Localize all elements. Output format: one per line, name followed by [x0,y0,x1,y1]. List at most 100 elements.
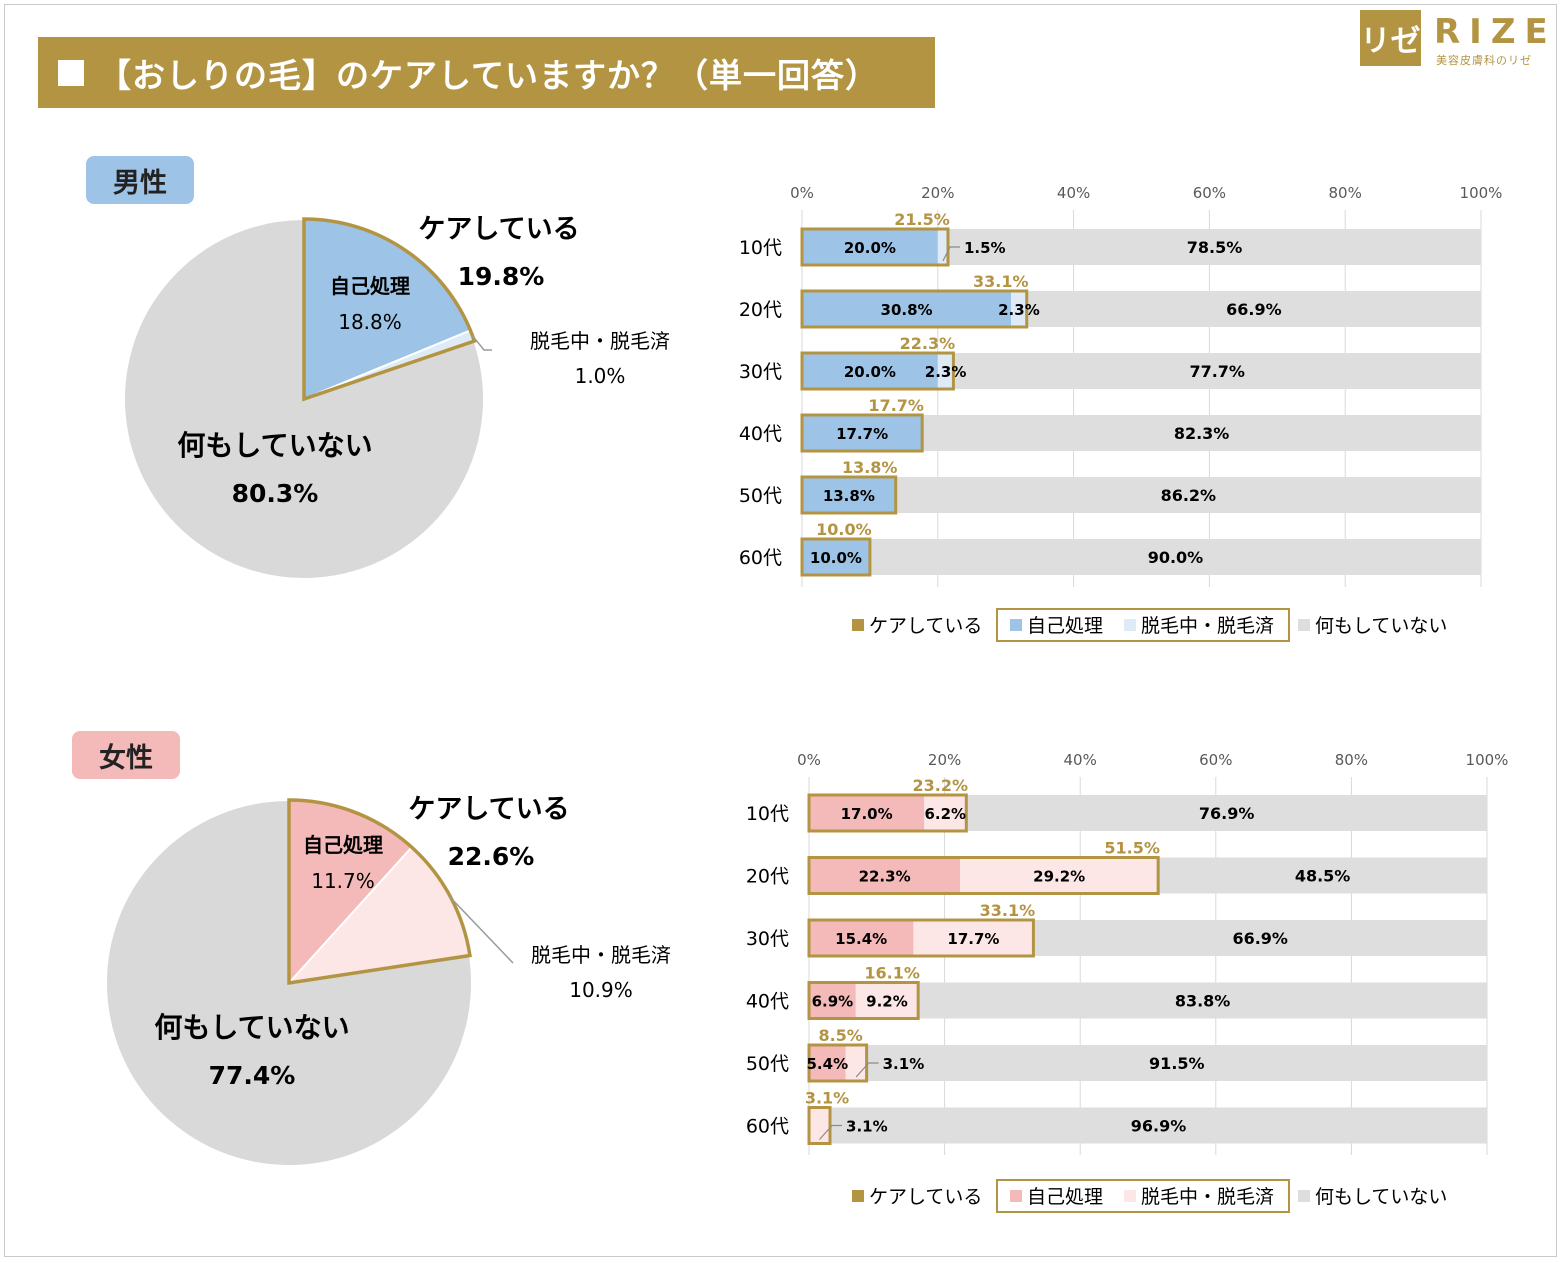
female-pie: 自己処理 11.7% ケアしている 22.6% 脱毛中・脱毛済 10.9% 何もしていない 7… [105,794,671,1167]
value-label-self: 22.3% [859,868,911,886]
category-label: 40代 [746,991,789,1013]
x-tick-label: 60% [1193,184,1226,202]
value-label-self: 20.0% [844,363,896,381]
bar-row-6: 60代 3.1% 96.9% 3.1% [746,1089,1487,1145]
pie-label-nothing: 何もしていない [177,429,372,462]
pie-label-nothing: 何もしていない [154,1011,349,1044]
pie-leader-line [449,896,514,964]
bar-care-outline [807,1106,832,1145]
leader-line [855,1062,879,1078]
legend-swatch [852,1190,864,1202]
bar-self [809,857,961,894]
page-title: 【おしりの毛】のケアしていますか？（単一回答） [98,55,880,95]
x-tick-label: 0% [797,751,821,769]
legend-care-box [996,608,1290,642]
value-label-self: 13.8% [823,487,875,505]
pie-value-nothing: 80.3% [232,479,319,508]
x-tick-label: 80% [1335,751,1368,769]
pie-care-outline [302,217,477,402]
bar-nothing [1033,920,1487,956]
bar-removal [845,1045,867,1081]
bar-removal [809,1107,831,1144]
category-label: 30代 [746,928,789,950]
bar-row-5: 50代 13.8% 86.2% 13.8% [739,458,1481,515]
bar-row-6: 60代 10.0% 90.0% 10.0% [739,520,1481,577]
outer-frame [4,4,1557,1257]
bar-care-outline [800,227,950,267]
bar-care-outline [800,351,955,391]
pie-value-nothing: 77.4% [209,1061,296,1090]
logo-word: RIZE [1434,12,1557,52]
value-label-nothing: 78.5% [1187,238,1243,257]
bar-removal [855,982,919,1019]
category-label: 30代 [739,361,782,383]
bar-care-outline [800,413,924,453]
bar-nothing [869,539,1481,575]
bar-care-outline [807,918,1035,958]
male-bar-chart: 0% 20% 40% 60% 80% 100% 10代 20.0% 1.5% 78.5% 21.5%… [739,184,1503,642]
care-total-label: 17.7% [868,396,924,415]
value-label-nothing: 48.5% [1295,867,1351,886]
bar-self [802,477,896,513]
bar-care-outline [800,537,872,577]
bar-care-outline [800,289,1029,329]
category-label: 60代 [739,547,782,569]
care-total-label: 3.1% [805,1089,849,1108]
square-icon [58,59,84,86]
category-label: 60代 [746,1116,789,1138]
legend-label: 何もしていない [1315,1186,1447,1208]
value-label-nothing: 82.3% [1174,424,1230,443]
bar-nothing [1158,857,1487,894]
title-bar: 【おしりの毛】のケアしていますか？（単一回答） [38,37,935,108]
value-label-nothing: 66.9% [1226,300,1282,319]
legend-swatch [1010,1190,1022,1202]
bar-nothing [1026,291,1481,327]
value-label-self: 20.0% [844,239,896,257]
bar-removal [913,920,1034,956]
x-tick-label: 20% [921,184,954,202]
legend-label: 自己処理 [1027,615,1103,637]
value-label-nothing: 86.2% [1161,486,1217,505]
value-label-removal: 29.2% [1033,868,1085,886]
care-total-label: 13.8% [842,458,898,477]
value-label-nothing: 91.5% [1149,1054,1205,1073]
bar-row-1: 10代 20.0% 1.5% 78.5% 21.5% [739,210,1481,267]
bar-removal [960,857,1159,894]
x-tick-label: 40% [1064,751,1097,769]
care-total-label: 23.2% [913,776,969,795]
logo-subtitle: 美容皮膚科のリゼ [1436,54,1532,67]
male-badge: 男性 [86,156,194,204]
value-label-removal: 1.5% [964,239,1006,257]
legend-care-box [996,1179,1290,1213]
rize-logo: リゼ RIZE 美容皮膚科のリゼ [1360,10,1560,70]
pie-label-removal: 脱毛中・脱毛済 [531,943,671,967]
pie-value-removal: 10.9% [569,978,633,1002]
care-total-label: 33.1% [973,272,1029,291]
bar-self [802,291,1012,327]
x-tick-label: 100% [1460,184,1503,202]
value-label-nothing: 77.7% [1189,362,1245,381]
pie-value-removal: 1.0% [575,364,626,388]
category-label: 40代 [739,423,782,445]
bar-care-outline [807,1043,869,1083]
value-label-removal: 3.1% [883,1055,925,1073]
bar-care-outline [807,981,920,1020]
category-label: 20代 [746,866,789,888]
bar-nothing [947,229,1481,265]
care-total-label: 22.3% [900,334,956,353]
pie-label-care: ケアしている [408,794,569,825]
pie-value-self: 11.7% [311,869,375,893]
bar-nothing [830,1107,1487,1144]
care-total-label: 51.5% [1104,839,1160,858]
bar-self [802,415,923,451]
bar-row-3: 30代 15.4% 17.7% 66.9% 33.1% [746,901,1487,958]
value-label-self: 6.9% [812,993,854,1011]
bar-row-5: 50代 5.4% 3.1% 91.5% 8.5% [746,1026,1487,1083]
bar-nothing [953,353,1481,389]
pie-leader-line [471,335,492,351]
x-tick-label: 100% [1466,751,1509,769]
value-label-nothing: 66.9% [1232,929,1288,948]
legend-label: ケアしている [869,1186,982,1208]
value-label-removal: 3.1% [846,1118,888,1136]
bar-removal [937,353,954,389]
